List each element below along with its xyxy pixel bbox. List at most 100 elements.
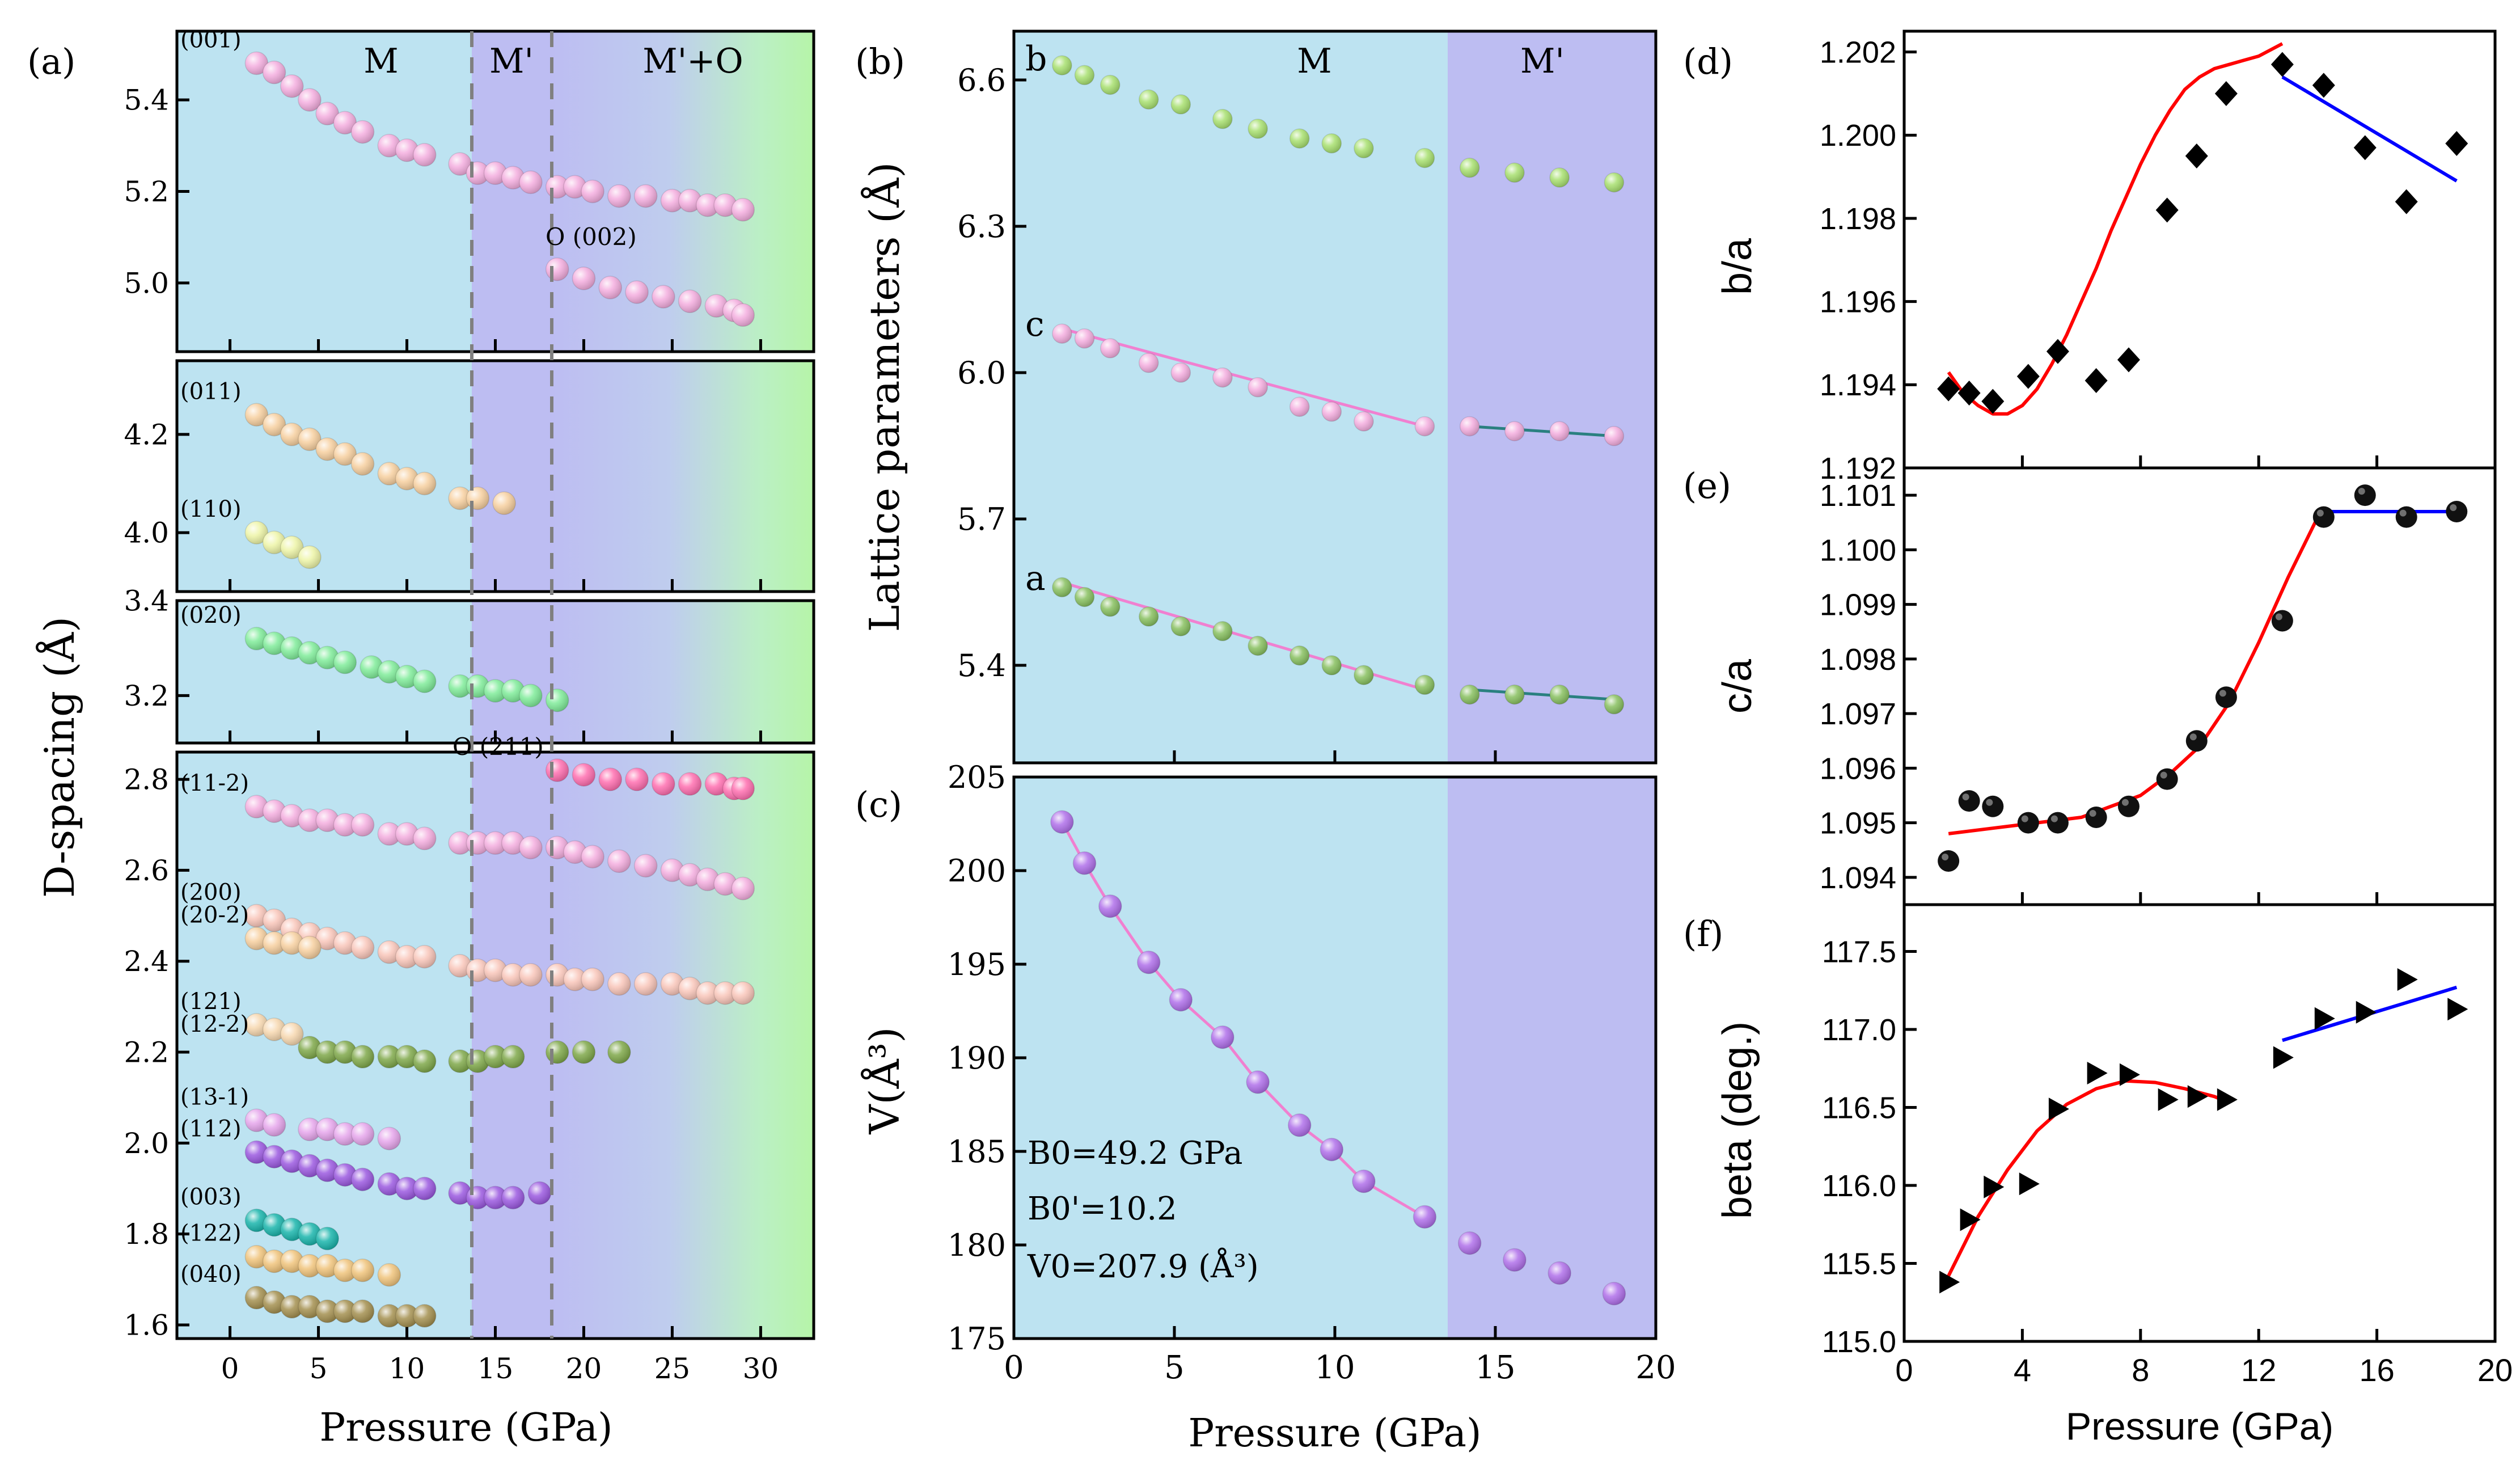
a-3-2-point-22-shade	[696, 981, 719, 1004]
d-point-11	[2312, 73, 2335, 98]
f-point-2	[1984, 1175, 2005, 1198]
f-xtick-label-3: 12	[2241, 1352, 2276, 1388]
b-b-point-7-shade	[1289, 129, 1309, 149]
c-xtick-label-2: 10	[1314, 1349, 1355, 1386]
a-3-2-point-16-shade	[563, 968, 586, 991]
c-xtick-label-3: 15	[1475, 1349, 1515, 1386]
a-3-7-point-6-shade	[351, 1168, 374, 1191]
a-frame-4	[175, 750, 815, 1340]
a-3-6-point-1-shade	[263, 1113, 286, 1137]
e-ytick-label-2: 1.096	[1820, 752, 1896, 786]
b-fit-3	[1469, 688, 1614, 701]
a-3-6-point-6-shade	[378, 1127, 401, 1150]
a-1-1-point-1-shade	[263, 531, 286, 554]
panel-d: (d) b/a 1.192 1.194 1.196 1.198 1.200 1.202	[1683, 29, 2497, 486]
a-3-2-point-12-shade	[484, 959, 507, 982]
panel-c-marks: 175 180 185 190 195 200 205 0 5 10 15 20	[948, 759, 1676, 1386]
a-0-0-point-12-shade	[484, 162, 507, 185]
a-3-1-point-8-shade	[732, 777, 755, 800]
a-2-0-point-7-shade	[378, 660, 401, 683]
a-3-10-point-7-shade	[378, 1304, 401, 1327]
a-bg-mo-2	[552, 361, 814, 592]
a1-ytick-label-1: 4.2	[124, 418, 169, 451]
a-3-7-point-12-shade	[484, 1186, 507, 1209]
a3-ytick-label-0: 1.6	[124, 1308, 169, 1341]
e-point-12	[2354, 484, 2376, 506]
a-3-5-point-6-shade	[413, 1050, 436, 1073]
a-3-2-point-10-shade	[449, 954, 472, 977]
a0-ytick-label-0: 5.0	[124, 267, 169, 299]
a-series-label-3-4: (121)	[180, 989, 242, 1015]
a-2-0-point-8-shade	[395, 665, 418, 688]
b-b-point-4-shade	[1171, 95, 1191, 114]
e-ytick-label-0: 1.094	[1820, 861, 1896, 895]
a-phase-label-mp: M'	[489, 41, 534, 81]
a0-ytick-label-1: 5.2	[124, 175, 169, 208]
a-3-7-point-1-shade	[263, 1145, 286, 1168]
a-3-7-point-10-shade	[449, 1181, 472, 1205]
a-3-0-point-1-shade	[263, 800, 286, 823]
b-b-point-11-shade	[1460, 158, 1479, 178]
a-3-0-point-9-shade	[413, 827, 436, 850]
b-c-point-13-shade	[1550, 421, 1570, 441]
e-point-14	[2446, 501, 2468, 522]
a-3-1-point-0-shade	[546, 759, 569, 782]
panel-a-xlabel: Pressure (GPa)	[319, 1405, 612, 1450]
a-bg-m-1	[177, 31, 472, 352]
e-point-5-shine	[2089, 810, 2096, 817]
d-point-6	[2117, 347, 2140, 373]
a-3-5-point-1-shade	[316, 1041, 339, 1064]
b-c-point-14-shade	[1604, 426, 1624, 446]
a-3-0-point-19-shade	[634, 854, 657, 877]
e-point-10	[2271, 610, 2293, 632]
f-point-11	[2314, 1007, 2335, 1030]
b-b-point-13-shade	[1550, 168, 1570, 187]
a-3-6-point-0-shade	[245, 1109, 268, 1132]
e-point-3-shine	[2021, 815, 2028, 822]
d-point-9	[2214, 81, 2238, 106]
panel-e-ylabel: c/a	[1715, 658, 1760, 714]
a-3-10-point-3-shade	[298, 1295, 321, 1318]
a-3-8-point-0-shade	[245, 1209, 268, 1232]
a-3-2-point-13-shade	[501, 963, 525, 986]
b-a-point-6-shade	[1248, 636, 1268, 656]
a-3-8-point-4-shade	[316, 1227, 339, 1250]
b-ytick-label-2: 6.0	[957, 355, 1006, 391]
a-3-0-point-0-shade	[245, 795, 268, 818]
a-0-0-point-17-shade	[581, 180, 604, 203]
b-b-point-3-shade	[1139, 90, 1158, 109]
panel-c: (c) V(Å³) Pressure (GPa) 175 180 185 190 195…	[855, 759, 1676, 1456]
a-1-0-point-4-shade	[316, 437, 339, 461]
panel-b-ylabel: Lattice parameters (Å)	[860, 162, 908, 632]
panel-e-marks: 1.094 1.095 1.096 1.097 1.098 1.099 1.100 1.101	[1820, 479, 2497, 905]
a-3-7-point-4-shade	[316, 1159, 339, 1182]
a-bg-mp-3	[472, 601, 552, 743]
a-0-0-point-20-shade	[661, 189, 684, 212]
a3-xtick-label-2: 10	[389, 1352, 425, 1385]
b-c-point-11-shade	[1460, 416, 1479, 436]
e-point-2	[1982, 795, 2004, 817]
a-3-10-point-8-shade	[395, 1304, 418, 1327]
f-point-5	[2087, 1062, 2108, 1084]
a-3-9-point-1-shade	[263, 1250, 286, 1273]
b-a-point-8-shade	[1322, 656, 1342, 675]
a-3-0-point-13-shade	[501, 831, 525, 855]
a-2-0-point-5-shade	[333, 651, 357, 674]
a-3-7-point-7-shade	[378, 1172, 401, 1196]
f-fit-0	[1947, 1079, 2230, 1277]
d-point-5	[2085, 368, 2108, 393]
f-point-4	[2048, 1097, 2069, 1121]
f-ytick-label-3: 116.5	[1822, 1091, 1896, 1125]
a-3-6-point-4-shade	[333, 1122, 357, 1146]
e-ytick-label-7: 1.101	[1820, 479, 1896, 513]
c-volume-point-14-shade	[1603, 1282, 1626, 1305]
a-3-8-point-1-shade	[263, 1213, 286, 1236]
a-3-7-point-2-shade	[280, 1150, 303, 1173]
a-series-label-3-7: (112)	[180, 1116, 242, 1142]
a-3-7-point-13-shade	[501, 1186, 525, 1209]
e-point-5	[2085, 807, 2107, 828]
panel-f: (f) beta (deg.) Pressure (GPa) 115.0115.…	[1683, 903, 2513, 1448]
panel-c-xlabel: Pressure (GPa)	[1188, 1411, 1481, 1456]
a2-ytick-label-1: 3.4	[124, 585, 169, 618]
b-a-point-11-shade	[1460, 685, 1479, 704]
